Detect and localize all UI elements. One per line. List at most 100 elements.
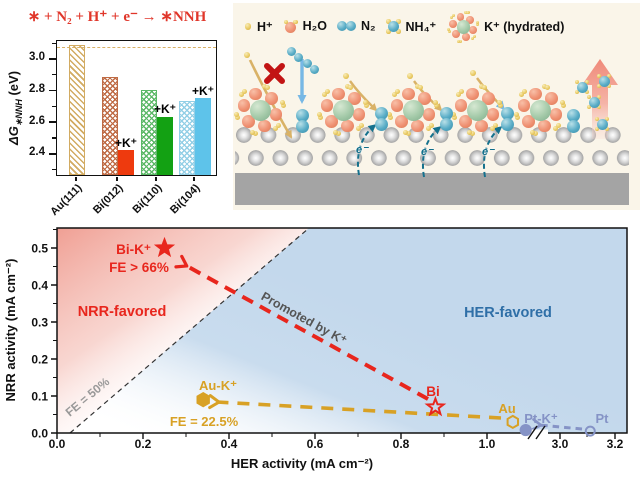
- y-axis-title: NRR activity (mA cm⁻²): [3, 259, 18, 402]
- water-molecule: [395, 115, 408, 128]
- axis-tick-label: 0.8: [393, 437, 410, 451]
- water-molecule: [529, 87, 542, 101]
- bar-bi104-k: [195, 97, 211, 175]
- water-molecule: [466, 87, 479, 101]
- hydrogen-dot: [415, 83, 421, 89]
- x-axis-title: HER activity (mA cm⁻²): [231, 456, 373, 471]
- water-molecule: [422, 108, 436, 121]
- hydrogen-dot: [604, 116, 610, 122]
- point-label-pt: Pt: [596, 411, 610, 426]
- x-tick: [193, 176, 195, 181]
- hydrogen-dot: [396, 19, 401, 24]
- water-molecule: [390, 99, 404, 112]
- water-molecule: [549, 108, 563, 121]
- n2-atom: [337, 21, 348, 31]
- y-tick-label: 2.6: [29, 114, 45, 127]
- adsorbed-n2: [374, 106, 388, 120]
- y-tick: [48, 89, 56, 92]
- axis-tick-label: 0.4: [221, 437, 238, 451]
- water-molecule: [325, 115, 338, 128]
- hydrogen-dot: [450, 112, 456, 118]
- hydrogen-dot: [451, 14, 455, 18]
- ammonium-ion: [588, 96, 600, 108]
- hydrogen-dot: [514, 115, 520, 121]
- hydrogen-dot: [586, 94, 592, 100]
- data-point-Bi-K⁺: [153, 236, 176, 258]
- data-point-Pt: [584, 425, 596, 437]
- hydrogen-dot: [433, 99, 439, 105]
- water-molecule: [352, 108, 366, 121]
- potassium-ion: [402, 99, 424, 121]
- water-molecule: [265, 92, 278, 105]
- hydrogen-dot: [348, 84, 354, 90]
- hydrogen-dot: [316, 112, 322, 118]
- data-point-Bi: [424, 395, 447, 417]
- electron-label: e⁻: [421, 146, 433, 158]
- hydrogen-dot: [451, 115, 457, 121]
- water-molecule: [452, 30, 460, 39]
- mechanism-schematic-panel: e⁻ e⁻ e⁻ H⁺ H₂O N₂ NH₄⁺ K⁺ (hydrated): [233, 3, 640, 210]
- adsorbed-n2: [566, 120, 580, 133]
- water-molecule: [285, 22, 297, 33]
- bar-bi104: [179, 100, 195, 175]
- hydrogen-dot: [574, 89, 580, 95]
- hydrogen-dot: [262, 83, 268, 89]
- water-molecule: [456, 13, 465, 21]
- hydrogen-dot: [606, 83, 612, 89]
- hydrogen-dot: [358, 123, 364, 129]
- water-molecule: [469, 25, 477, 34]
- annotation-bi-k-fe: FE > 66%: [109, 260, 169, 275]
- hydrogen-dot: [513, 112, 519, 118]
- adsorbed-n2: [500, 106, 514, 120]
- water-molecule: [237, 99, 251, 112]
- hydrated-potassium-icon: [446, 8, 480, 44]
- electron-transfer-arrow: [357, 124, 377, 176]
- y-tick-label: 3.0: [29, 51, 45, 64]
- point-label-bi-k: Bi-K⁺: [116, 242, 151, 257]
- ylabel-prefix: ΔG: [6, 126, 21, 146]
- axis-tick-label: 0.2: [135, 437, 152, 451]
- hydrogen-dot: [606, 73, 612, 79]
- hydrogen-dot: [529, 130, 535, 136]
- point-label-au: Au: [498, 401, 515, 416]
- axis-tick-label: 3.0: [552, 437, 569, 451]
- legend-label: H₂O: [302, 19, 327, 33]
- hydrogen-dot: [356, 125, 362, 131]
- axis-tick-labels: 0.0 0.2 0.4 0.6 0.8 1.0 3.0 3.2 0.0 0.1 0.2 0.3 0.4 0…: [31, 242, 623, 452]
- axis-tick-label: 0.4: [31, 279, 48, 293]
- water-molecule: [258, 119, 271, 133]
- water-molecule: [269, 108, 283, 121]
- hydrogen-dot: [394, 89, 400, 95]
- y-minor-tick: [51, 42, 56, 44]
- water-molecule: [242, 115, 255, 128]
- water-molecule: [461, 33, 470, 41]
- hydrogen-dot: [458, 89, 464, 95]
- free-proton: [243, 51, 251, 59]
- gas-n2: [309, 64, 319, 74]
- hydrogen-dot: [239, 91, 245, 97]
- hydrogen-dot: [532, 131, 538, 137]
- hydrogen-dot: [281, 102, 287, 108]
- fe50-diagonal-line: [69, 227, 310, 434]
- axis-tick-label: 0.0: [49, 437, 66, 451]
- hydrogen-dot: [482, 84, 488, 90]
- hydrogen-dot: [498, 102, 504, 108]
- point-label-pt-k: Pt-K⁺: [524, 411, 558, 426]
- hydrogen-dot: [555, 123, 561, 129]
- hydrogen-dot: [322, 91, 328, 97]
- surface-atoms-row-bottom: [235, 150, 629, 175]
- hydrogen-dot: [464, 10, 468, 14]
- schematic-molecules-layer: [233, 3, 640, 210]
- adsorbed-n2: [500, 118, 514, 131]
- hydrogen-dot: [586, 104, 592, 110]
- hydrogen-dot: [472, 35, 476, 39]
- electrode-slab: [235, 173, 629, 205]
- bar-bi012-k: [118, 149, 134, 175]
- hydrogen-dot: [492, 123, 498, 129]
- axis-tick-label: 1.0: [479, 437, 496, 451]
- legend-item-h2o: H₂O: [283, 19, 327, 34]
- hydrogen-dot: [273, 125, 279, 131]
- data-point-Au: [506, 414, 519, 430]
- water-molecule: [341, 119, 354, 133]
